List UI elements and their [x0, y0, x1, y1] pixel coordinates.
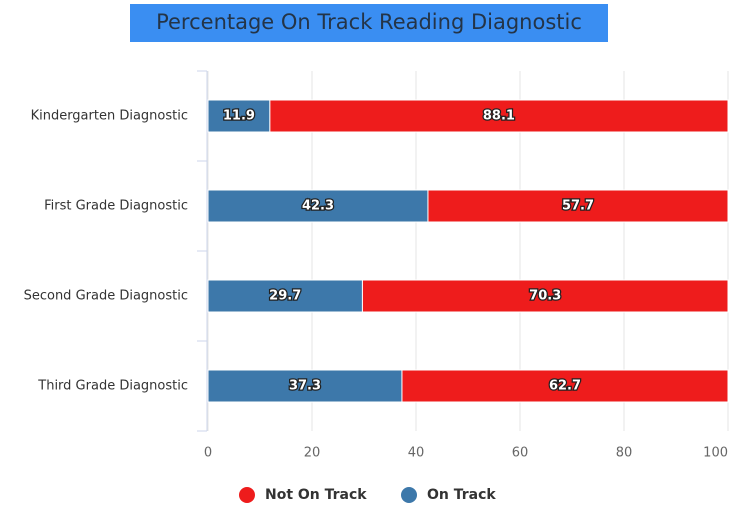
data-label: 42.3	[302, 199, 334, 214]
x-tick-label: 80	[616, 446, 633, 461]
bar-segment	[207, 99, 271, 133]
y-tick-label: Third Grade Diagnostic	[37, 379, 188, 394]
data-label: 70.3	[529, 289, 561, 304]
y-tick-label: Kindergarten Diagnostic	[31, 109, 188, 124]
bar-segment	[427, 189, 729, 223]
x-tick-label: 20	[304, 446, 321, 461]
data-label: 29.7	[269, 289, 301, 304]
y-tick-label: Second Grade Diagnostic	[24, 289, 188, 304]
legend-label: Not On Track	[265, 487, 367, 503]
data-label: 37.3	[289, 379, 321, 394]
legend-marker	[239, 487, 255, 503]
bar-segment	[207, 279, 363, 313]
x-tick-label: 40	[408, 446, 425, 461]
bar-segment	[361, 279, 729, 313]
x-tick-label: 100	[703, 446, 728, 461]
data-label: 62.7	[549, 379, 581, 394]
data-label: 88.1	[483, 109, 515, 124]
legend-label: On Track	[427, 487, 496, 503]
x-tick-label: 60	[512, 446, 529, 461]
bar-segment	[401, 369, 729, 403]
bar-segment	[207, 189, 429, 223]
bar-segment	[207, 369, 403, 403]
y-tick-label: First Grade Diagnostic	[44, 199, 188, 214]
chart-title: Percentage On Track Reading Diagnostic	[156, 10, 582, 34]
x-tick-label: 0	[204, 446, 212, 461]
data-label: 11.9	[223, 109, 255, 124]
legend-marker	[401, 487, 417, 503]
bar-segment	[269, 99, 729, 133]
title-background	[130, 4, 608, 42]
data-label: 57.7	[562, 199, 594, 214]
